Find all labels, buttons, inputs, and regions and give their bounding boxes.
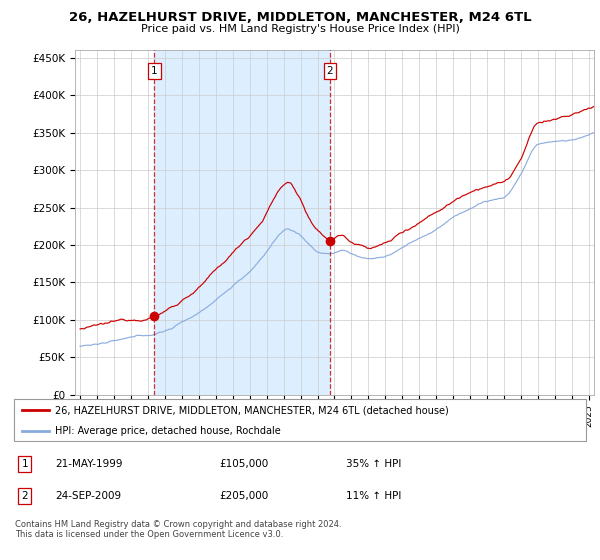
Text: Price paid vs. HM Land Registry's House Price Index (HPI): Price paid vs. HM Land Registry's House …	[140, 24, 460, 34]
Text: £105,000: £105,000	[220, 459, 269, 469]
Text: £205,000: £205,000	[220, 491, 269, 501]
Text: 1: 1	[151, 67, 158, 76]
Text: 26, HAZELHURST DRIVE, MIDDLETON, MANCHESTER, M24 6TL (detached house): 26, HAZELHURST DRIVE, MIDDLETON, MANCHES…	[55, 405, 449, 415]
FancyBboxPatch shape	[14, 399, 586, 441]
Text: 2: 2	[326, 67, 333, 76]
Text: 26, HAZELHURST DRIVE, MIDDLETON, MANCHESTER, M24 6TL: 26, HAZELHURST DRIVE, MIDDLETON, MANCHES…	[68, 11, 532, 24]
Text: 2: 2	[22, 491, 28, 501]
Text: 24-SEP-2009: 24-SEP-2009	[55, 491, 121, 501]
Text: 11% ↑ HPI: 11% ↑ HPI	[346, 491, 401, 501]
Bar	[154, 50, 330, 395]
Text: 1: 1	[22, 459, 28, 469]
Text: Contains HM Land Registry data © Crown copyright and database right 2024.
This d: Contains HM Land Registry data © Crown c…	[15, 520, 341, 539]
Text: HPI: Average price, detached house, Rochdale: HPI: Average price, detached house, Roch…	[55, 426, 281, 436]
Text: 35% ↑ HPI: 35% ↑ HPI	[346, 459, 401, 469]
Text: 21-MAY-1999: 21-MAY-1999	[55, 459, 122, 469]
